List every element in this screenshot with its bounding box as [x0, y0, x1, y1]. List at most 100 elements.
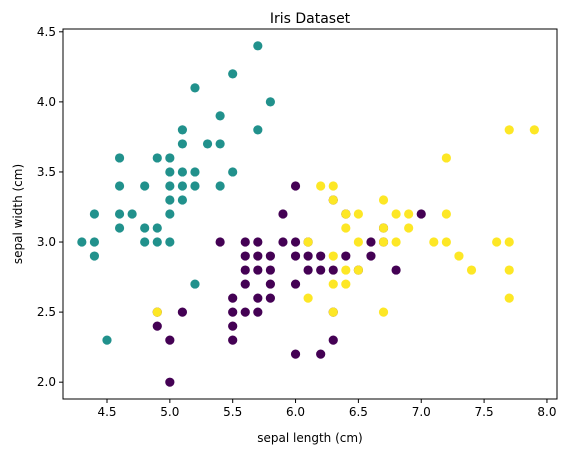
data-point	[303, 237, 313, 247]
x-tick-label: 4.5	[97, 405, 116, 419]
data-point	[228, 69, 238, 79]
data-point	[152, 307, 162, 317]
data-point	[253, 125, 263, 135]
y-axis-title: sepal width (cm)	[11, 164, 25, 264]
y-tick-label: 4.0	[37, 95, 56, 109]
data-point	[114, 181, 125, 191]
x-tick-label: 6.5	[349, 405, 368, 419]
data-point	[290, 181, 301, 191]
data-point	[441, 209, 451, 219]
data-point	[353, 237, 363, 247]
data-point	[165, 335, 175, 345]
data-point	[441, 237, 451, 247]
data-point	[177, 139, 188, 149]
x-tick-label: 8.0	[537, 405, 556, 419]
y-axis: 2.0 2.5 3.0 3.5 4.0 4.5	[37, 25, 63, 389]
data-point	[190, 279, 200, 289]
data-point	[215, 237, 225, 247]
data-point	[391, 237, 401, 247]
data-point	[114, 209, 125, 219]
data-point	[253, 251, 263, 261]
data-point	[228, 307, 238, 317]
data-point	[316, 265, 326, 275]
x-tick-label: 7.5	[475, 405, 494, 419]
data-point	[152, 223, 162, 233]
x-tick-label: 6.0	[286, 405, 305, 419]
data-point	[316, 181, 326, 191]
data-point	[177, 125, 188, 135]
data-point	[290, 237, 301, 247]
data-point	[165, 167, 175, 177]
data-point	[177, 181, 188, 191]
data-point	[177, 195, 188, 205]
data-point	[228, 167, 238, 177]
y-tick-label: 3.5	[37, 165, 56, 179]
data-point	[228, 335, 238, 345]
data-point	[190, 167, 200, 177]
data-point	[240, 279, 250, 289]
data-point	[290, 251, 301, 261]
data-point	[529, 125, 539, 135]
data-point	[391, 209, 401, 219]
data-point	[504, 125, 514, 135]
data-point	[77, 237, 87, 247]
data-point	[89, 209, 100, 219]
y-tick-label: 2.5	[37, 305, 56, 319]
data-point	[140, 181, 150, 191]
x-axis-title: sepal length (cm)	[257, 431, 362, 445]
data-point	[290, 279, 301, 289]
data-point	[240, 265, 250, 275]
data-point	[341, 251, 351, 261]
data-point	[404, 223, 414, 233]
data-point	[215, 139, 225, 149]
plot-frame	[62, 28, 558, 400]
data-point	[265, 251, 275, 261]
data-point	[328, 251, 338, 261]
data-point	[278, 237, 288, 247]
data-point	[215, 111, 225, 121]
data-point	[328, 279, 338, 289]
data-point	[492, 237, 502, 247]
data-point	[102, 335, 112, 345]
y-tick-label: 2.0	[37, 375, 56, 389]
y-tick-label: 3.0	[37, 235, 56, 249]
data-point	[328, 265, 338, 275]
data-point	[89, 237, 100, 247]
data-point	[316, 251, 326, 261]
data-point	[165, 237, 175, 247]
data-point	[89, 251, 100, 261]
data-point	[316, 349, 326, 359]
data-point	[114, 223, 125, 233]
x-tick-label: 5.5	[223, 405, 242, 419]
y-tick-label: 4.5	[37, 25, 56, 39]
data-point	[353, 209, 363, 219]
data-point	[466, 265, 477, 275]
data-point	[240, 237, 250, 247]
data-point	[504, 265, 514, 275]
data-point	[328, 307, 338, 317]
data-point	[165, 181, 175, 191]
data-point	[454, 251, 464, 261]
data-point	[152, 237, 162, 247]
data-point	[353, 265, 363, 275]
data-point	[190, 181, 200, 191]
data-point	[303, 251, 313, 261]
data-point	[265, 293, 275, 303]
data-point	[441, 153, 451, 163]
data-point	[366, 237, 376, 247]
data-point	[240, 307, 250, 317]
data-point	[391, 265, 401, 275]
data-point	[253, 307, 263, 317]
data-point	[202, 139, 213, 149]
data-point	[165, 195, 175, 205]
data-point	[240, 251, 250, 261]
data-point	[215, 181, 225, 191]
data-point	[290, 349, 301, 359]
chart-title: Iris Dataset	[270, 11, 351, 27]
data-point	[140, 223, 150, 233]
data-point	[504, 237, 514, 247]
data-point	[265, 97, 275, 107]
data-point	[177, 307, 188, 317]
